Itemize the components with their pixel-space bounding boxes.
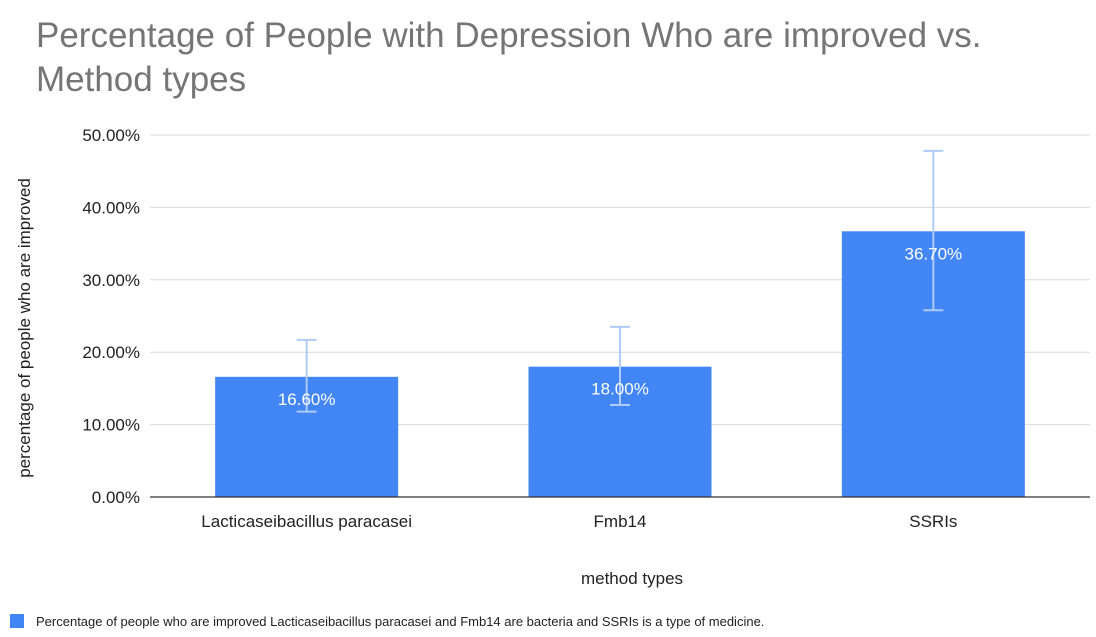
legend: Percentage of people who are improved La…: [10, 614, 764, 629]
legend-label: Percentage of people who are improved La…: [36, 614, 764, 629]
x-tick-label: SSRIs: [909, 512, 957, 531]
data-labels: 16.60% 18.00% 36.70%: [278, 244, 962, 409]
data-label: 18.00%: [591, 380, 649, 399]
y-tick-label: 40.00%: [82, 198, 140, 217]
chart-title: Percentage of People with Depression Who…: [36, 16, 982, 99]
error-bars: [296, 149, 944, 413]
y-axis-title: percentage of people who are improved: [15, 178, 34, 478]
y-tick-label: 30.00%: [82, 271, 140, 290]
x-tick-label: Fmb14: [594, 512, 647, 531]
x-axis-title: method types: [581, 569, 683, 588]
y-tick-label: 10.00%: [82, 416, 140, 435]
y-tick-label: 20.00%: [82, 343, 140, 362]
y-tick-label: 0.00%: [92, 488, 140, 507]
legend-swatch: [10, 614, 24, 628]
y-tick-label: 50.00%: [82, 126, 140, 145]
x-tick-label: Lacticaseibacillus paracasei: [201, 512, 412, 531]
data-label: 16.60%: [278, 390, 336, 409]
data-label: 36.70%: [904, 244, 962, 263]
axes: 0.00% 10.00% 20.00% 30.00% 40.00% 50.00% Lacti…: [82, 126, 1090, 531]
